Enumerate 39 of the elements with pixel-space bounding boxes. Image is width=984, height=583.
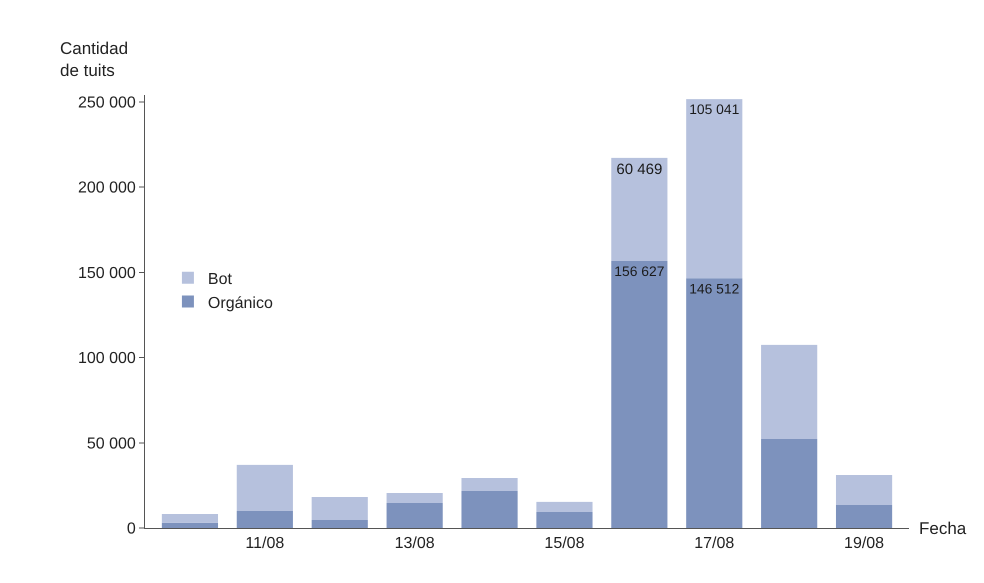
bar [611, 158, 668, 261]
y-tick-label: 100 000 [78, 350, 136, 368]
y-tick-label: 200 000 [78, 180, 136, 197]
bar [686, 278, 742, 528]
x-tick-label: 11/08 [245, 535, 284, 552]
bar [162, 522, 218, 528]
x-axis-title: Fecha [919, 519, 967, 538]
bar [386, 502, 443, 528]
data-label: 105 041 [689, 101, 740, 118]
bar [312, 496, 368, 520]
bar [236, 464, 293, 511]
bar [836, 504, 892, 528]
bar [686, 99, 742, 278]
bar [236, 510, 293, 528]
x-tick-label: 19/08 [844, 535, 884, 552]
bar [611, 260, 668, 528]
data-label: 146 512 [689, 280, 740, 296]
y-tick-label: 250 000 [78, 94, 136, 112]
y-axis-title: Cantidad de tuits [60, 39, 128, 80]
bar [312, 520, 368, 528]
bar [761, 344, 818, 440]
bar [461, 478, 518, 492]
bar [162, 514, 218, 523]
bar [386, 493, 443, 503]
bar [536, 502, 593, 512]
data-label: 60 469 [616, 160, 662, 178]
x-tick-label: 13/08 [394, 535, 435, 552]
bar [461, 491, 518, 528]
y-tick-label: 50 000 [86, 435, 136, 452]
legend-label: Bot [208, 270, 232, 288]
bar [836, 474, 892, 505]
x-tick-label: 17/08 [694, 535, 734, 552]
data-label: 156 627 [614, 263, 665, 280]
y-tick-label: 0 [126, 520, 136, 538]
y-tick-label: 150 000 [78, 264, 136, 282]
legend-label: Orgánico [208, 294, 273, 312]
x-tick-label: 15/08 [544, 535, 585, 552]
bar [761, 439, 818, 528]
bar [536, 512, 593, 528]
